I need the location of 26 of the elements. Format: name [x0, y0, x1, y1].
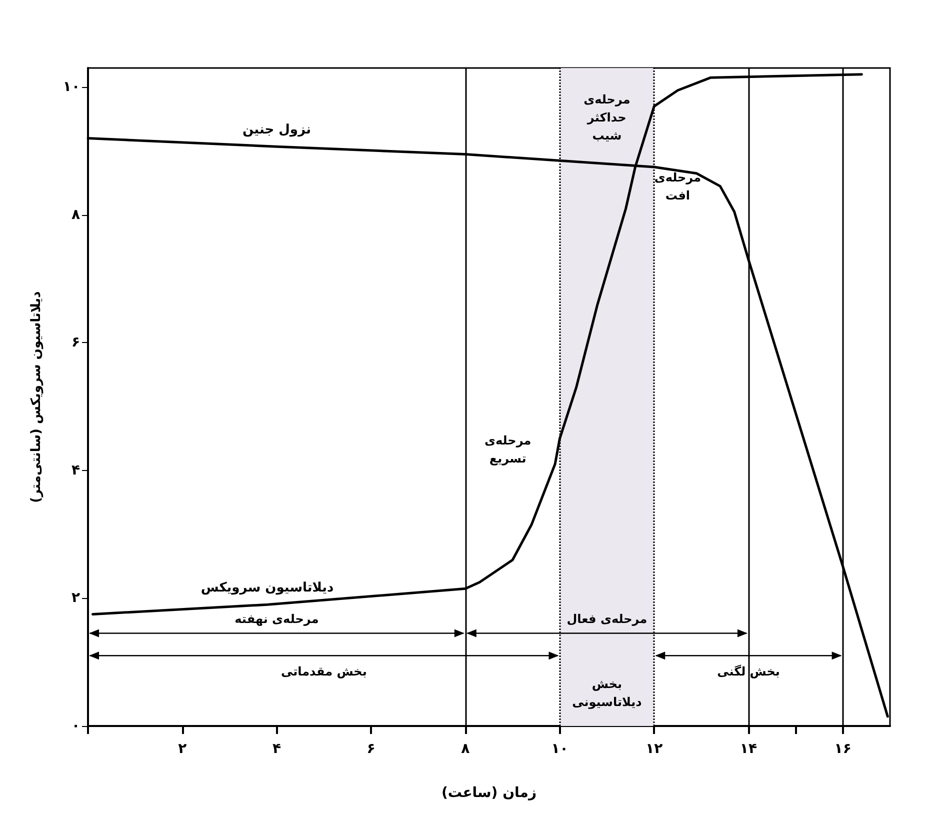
- y-tick-label: ۶: [71, 334, 80, 351]
- x-tick-label: ۸: [461, 741, 470, 757]
- annotation: بخش لگنی: [717, 664, 780, 679]
- x-tick-label: ۴: [272, 741, 282, 757]
- annotation: بخش دیلاتاسیونی: [572, 677, 642, 710]
- series-label: نزول جنین: [242, 122, 311, 138]
- annotation: مرحله‌ی حداکثر شیب: [584, 92, 630, 142]
- annotation: مرحله‌ی فعال: [566, 612, 648, 626]
- y-tick-label: ۸: [71, 206, 80, 223]
- x-tick-label: ۱۰: [551, 741, 568, 757]
- x-tick-label: ۶: [366, 741, 376, 757]
- series-label: دیلاتاسیون سرویکس: [200, 580, 334, 596]
- y-tick-label: ۲: [71, 590, 80, 606]
- annotation: مرحله‌ی افت: [654, 170, 702, 202]
- y-tick-label: ۴: [71, 462, 80, 478]
- y-tick-label: ۱۰: [62, 79, 80, 96]
- annotation: بخش مقدماتی: [280, 664, 367, 679]
- x-axis-title: زمان (ساعت): [441, 785, 537, 801]
- x-tick-label: ۲: [178, 741, 188, 757]
- x-tick-label: ۱۶: [834, 741, 852, 757]
- x-tick-label: ۱۲: [646, 741, 664, 757]
- annotation: مرحله‌ی تسریع: [484, 434, 532, 466]
- annotation: مرحله‌ی نهفته: [234, 612, 319, 626]
- y-axis-title: دیلاتاسیون سرویکس (سانتی‌متر): [29, 290, 44, 503]
- x-tick-label: ۱۴: [740, 741, 758, 757]
- y-tick-label: ۰: [71, 718, 80, 734]
